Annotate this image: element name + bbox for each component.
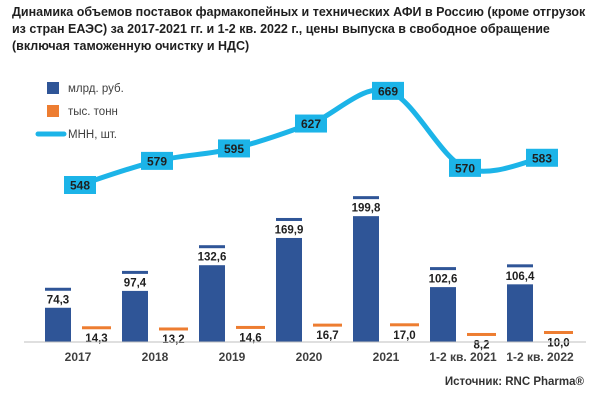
label-mnn-3: 627	[301, 117, 321, 131]
bar-rub-3	[276, 217, 302, 342]
bars	[45, 196, 573, 342]
label-box-rub-4	[348, 199, 384, 217]
label-rub-1: 97,4	[124, 277, 147, 289]
label-box-mnn-1	[141, 151, 173, 170]
label-rub-6: 106,4	[506, 271, 535, 283]
legend-label-rub: млрд. руб.	[68, 83, 124, 95]
legend-swatch-rub	[47, 82, 59, 94]
label-box-rub-1	[117, 273, 153, 291]
label-box-mnn-6	[526, 148, 558, 167]
label-box-mnn-3	[295, 114, 327, 133]
label-box-rub-5	[425, 270, 461, 288]
label-ton-2: 14,6	[239, 332, 261, 344]
label-box-rub-2	[194, 248, 230, 266]
legend-swatch-ton	[47, 105, 59, 117]
label-box-ton-1	[156, 330, 191, 348]
label-box-mnn-4	[372, 81, 404, 100]
label-rub-5: 102,6	[429, 274, 458, 286]
label-box-rub-6	[502, 267, 538, 285]
legend: млрд. руб. тыс. тонн МНН, шт.	[35, 82, 124, 141]
x-tick-3: 2020	[296, 350, 323, 364]
x-tick-0: 2017	[65, 350, 92, 364]
label-mnn-1: 579	[147, 154, 167, 168]
labels: 74,3 14,3 548 97,4 13,2 579 132,6 14,6 595 169,9 1…	[40, 81, 576, 353]
label-rub-2: 132,6	[198, 252, 227, 264]
label-mnn-0: 548	[70, 179, 90, 193]
label-box-ton-3	[310, 326, 345, 344]
chart-title: Динамика объемов поставок фармакопейных …	[12, 5, 586, 53]
label-rub-3: 169,9	[275, 224, 304, 236]
label-ton-0: 14,3	[85, 333, 107, 345]
x-tick-5: 1-2 кв. 2021	[429, 350, 497, 364]
label-box-ton-4	[387, 326, 422, 344]
label-mnn-6: 583	[532, 151, 552, 165]
label-box-mnn-5	[449, 158, 481, 177]
label-ton-4: 17,0	[393, 330, 415, 342]
x-tick-2: 2019	[219, 350, 246, 364]
source-note: Источник: RNC Pharma®	[444, 376, 584, 388]
label-box-mnn-2	[218, 139, 250, 158]
legend-label-mnn: МНН, шт.	[68, 129, 117, 141]
x-tick-1: 2018	[142, 350, 169, 364]
label-box-rub-0	[40, 290, 76, 308]
label-mnn-4: 669	[378, 84, 398, 98]
legend-label-ton: тыс. тонн	[68, 106, 118, 118]
x-tick-4: 2021	[373, 350, 400, 364]
label-rub-0: 74,3	[47, 294, 69, 306]
x-tick-labels: 2017 2018 2019 2020 2021 1-2 кв. 2021 1-2 кв. …	[65, 350, 574, 364]
label-box-ton-5	[464, 335, 499, 353]
label-box-mnn-0	[64, 176, 96, 194]
label-ton-3: 16,7	[316, 330, 338, 342]
label-ton-6: 10,0	[547, 338, 569, 350]
label-mnn-5: 570	[455, 161, 475, 175]
bar-rub-4	[353, 196, 379, 342]
label-ton-1: 13,2	[162, 334, 184, 346]
label-box-rub-3	[271, 220, 307, 238]
label-rub-4: 199,8	[352, 203, 381, 215]
label-mnn-2: 595	[224, 142, 244, 156]
x-tick-6: 1-2 кв. 2022	[506, 350, 574, 364]
